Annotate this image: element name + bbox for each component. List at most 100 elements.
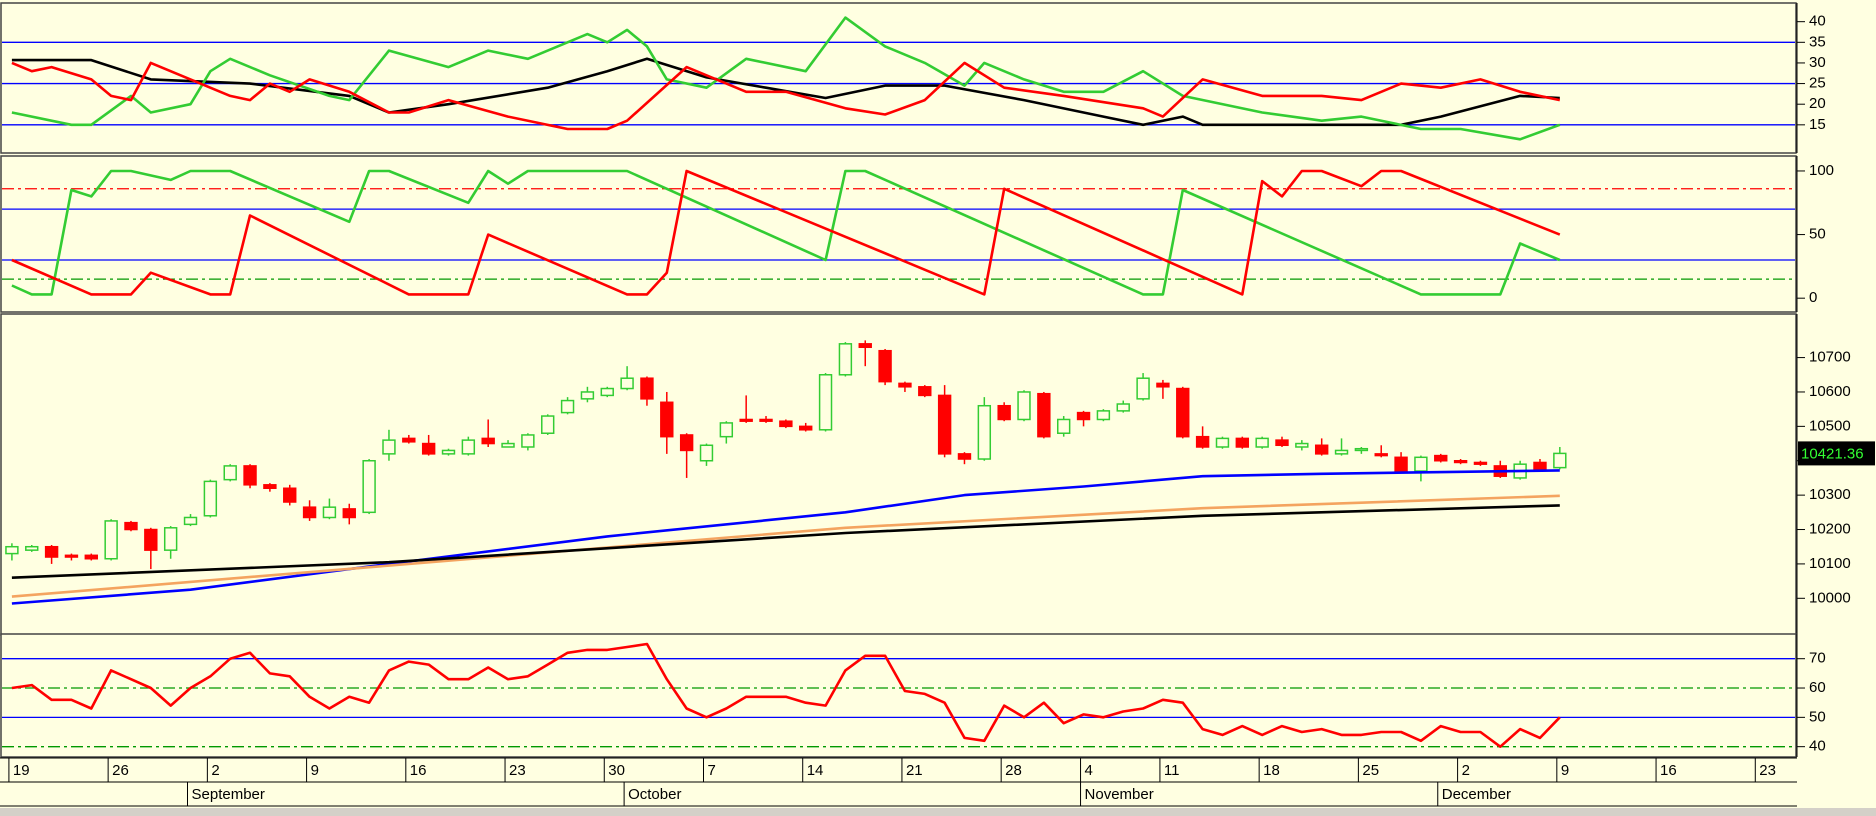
candle-body (223, 465, 237, 481)
candle-body (918, 386, 932, 397)
y-tick-label: 10600 (1809, 383, 1851, 400)
x-tick-label: 21 (906, 762, 923, 779)
candle-body (44, 545, 59, 558)
candle-body (640, 377, 654, 400)
candle-body (382, 439, 396, 455)
month-label: November (1085, 786, 1154, 803)
candle-body (124, 521, 138, 531)
candle-body (481, 437, 495, 445)
x-tick-label: 11 (1164, 762, 1180, 779)
candle-body (699, 444, 714, 462)
x-tick-label: 26 (112, 762, 129, 779)
candle-body (739, 418, 753, 422)
status-strip (0, 808, 1876, 816)
x-tick-label: 2 (211, 762, 219, 779)
candle-body (5, 545, 19, 555)
candle-body (997, 404, 1011, 421)
candle-body (402, 437, 416, 443)
last-price-label: 10421.36 (1801, 445, 1864, 462)
candle-body (501, 442, 515, 448)
candle-body (1156, 382, 1170, 388)
candle-body (263, 484, 277, 490)
candle-body (541, 415, 555, 434)
line-series (11, 57, 1560, 127)
candle-body (620, 377, 634, 390)
candle-body (1394, 456, 1408, 472)
candle-body (1275, 439, 1289, 447)
candle-body (818, 374, 833, 431)
x-tick-label: 4 (1085, 762, 1093, 779)
candle-body (1037, 392, 1051, 438)
candle-body (203, 480, 218, 517)
x-tick-label: 30 (608, 762, 625, 779)
candle-body (799, 425, 813, 431)
x-tick-label: 28 (1005, 762, 1022, 779)
x-tick-label: 25 (1362, 762, 1379, 779)
y-tick-label: 15 (1809, 116, 1826, 133)
candle-body (1533, 461, 1547, 471)
x-tick-label: 14 (807, 762, 824, 779)
candle-body (1453, 459, 1468, 464)
line-series (11, 504, 1560, 579)
candle-body (1096, 410, 1111, 421)
candle-body (342, 508, 356, 519)
x-tick-label: 7 (707, 762, 715, 779)
candle-body (163, 527, 178, 551)
x-tick-label: 9 (1561, 762, 1569, 779)
x-tick-label: 16 (410, 762, 427, 779)
line-series (11, 169, 1561, 296)
x-tick-label: 19 (13, 762, 30, 779)
y-tick-label: 10000 (1809, 589, 1851, 606)
candle-body (104, 520, 118, 560)
y-tick-label: 70 (1809, 650, 1826, 667)
candle-body (838, 343, 853, 376)
candle-body (1473, 461, 1488, 465)
y-tick-label: 100 (1809, 162, 1834, 179)
month-label: December (1442, 786, 1511, 803)
candle-body (1414, 456, 1428, 472)
candle-body (1295, 442, 1309, 448)
candle-body (1354, 447, 1369, 452)
candle-body (243, 465, 257, 486)
candle-body (759, 418, 773, 422)
month-label: October (628, 786, 681, 803)
y-tick-label: 10700 (1809, 349, 1851, 366)
candle-body (1076, 411, 1091, 421)
candle-body (600, 387, 614, 397)
candle-body (521, 434, 535, 448)
last-price-box (1798, 441, 1875, 466)
candle-body (779, 420, 793, 428)
y-tick-label: 10500 (1809, 417, 1851, 434)
y-tick-label: 50 (1809, 708, 1826, 725)
panel-frame (0, 633, 1797, 758)
candle-body (1116, 403, 1130, 412)
y-tick-label: 0 (1809, 289, 1817, 306)
candle-body (1176, 387, 1190, 438)
candle-body (660, 401, 674, 438)
y-tick-label: 50 (1809, 226, 1826, 243)
candle-body (461, 439, 476, 455)
candle-body (937, 394, 952, 455)
candle-body (1235, 437, 1250, 448)
candle-body (25, 545, 39, 551)
candle-body (1195, 435, 1210, 448)
line-series (11, 169, 1561, 296)
y-tick-label: 60 (1809, 679, 1826, 696)
x-tick-label: 23 (1759, 762, 1776, 779)
candle-body (878, 349, 892, 383)
candle-body (302, 506, 317, 519)
panel-frame (0, 155, 1797, 313)
x-tick-label: 23 (509, 762, 526, 779)
line-series (11, 469, 1560, 605)
candle-body (1374, 453, 1388, 457)
candle-body (362, 459, 376, 514)
candle-body (957, 453, 972, 460)
candle-body (1553, 452, 1567, 469)
x-tick-label: 9 (311, 762, 319, 779)
y-tick-label: 30 (1809, 54, 1826, 71)
line-series (11, 16, 1561, 141)
x-tick-label: 16 (1660, 762, 1677, 779)
candle-body (441, 449, 456, 455)
